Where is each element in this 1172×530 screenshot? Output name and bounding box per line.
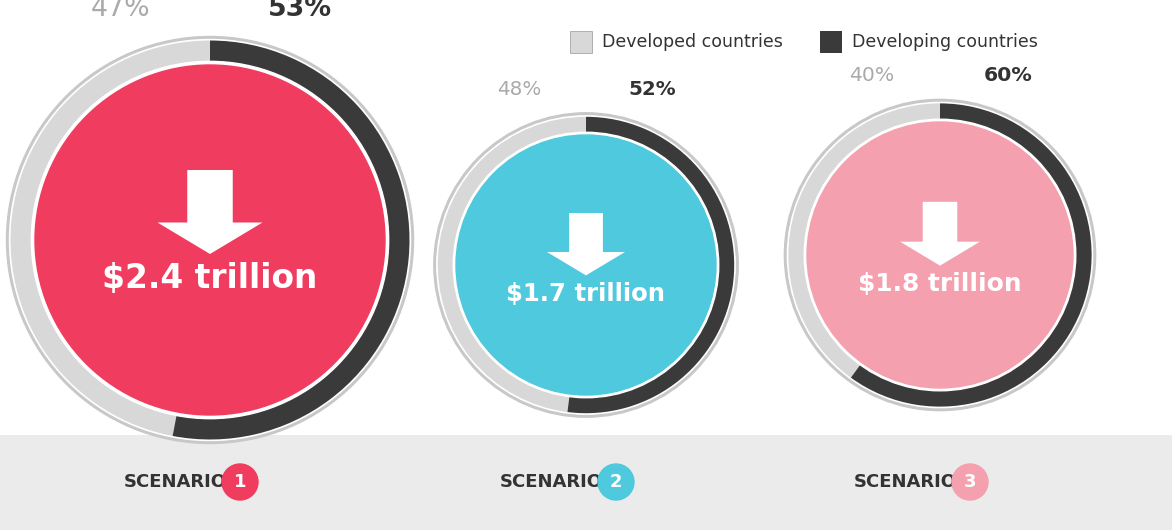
- Circle shape: [456, 135, 716, 395]
- Circle shape: [32, 61, 389, 419]
- Circle shape: [222, 464, 258, 500]
- Circle shape: [598, 464, 634, 500]
- Wedge shape: [789, 103, 940, 378]
- Circle shape: [454, 132, 718, 398]
- Circle shape: [7, 37, 414, 444]
- Circle shape: [952, 464, 988, 500]
- Circle shape: [35, 65, 384, 415]
- Bar: [570, 31, 592, 53]
- Circle shape: [788, 102, 1092, 408]
- Text: 60%: 60%: [983, 66, 1033, 85]
- Circle shape: [804, 119, 1076, 391]
- Text: Developed countries: Developed countries: [602, 33, 783, 51]
- Polygon shape: [157, 170, 263, 254]
- Circle shape: [9, 40, 410, 440]
- Polygon shape: [547, 213, 625, 276]
- Wedge shape: [11, 40, 210, 436]
- Text: 47%: 47%: [90, 0, 150, 22]
- Circle shape: [784, 100, 1096, 411]
- Text: 52%: 52%: [629, 80, 676, 99]
- Text: 53%: 53%: [267, 0, 332, 22]
- Text: 2: 2: [609, 473, 622, 491]
- Circle shape: [808, 122, 1074, 388]
- Wedge shape: [567, 117, 734, 413]
- Text: 1: 1: [233, 473, 246, 491]
- Polygon shape: [900, 202, 980, 266]
- Wedge shape: [438, 117, 586, 412]
- Text: 3: 3: [963, 473, 976, 491]
- Text: $2.4 trillion: $2.4 trillion: [102, 262, 318, 295]
- Bar: [0, 435, 1172, 530]
- Bar: [820, 31, 841, 53]
- Text: $1.8 trillion: $1.8 trillion: [858, 272, 1022, 296]
- Circle shape: [434, 113, 738, 417]
- Text: Developing countries: Developing countries: [852, 33, 1038, 51]
- Wedge shape: [851, 103, 1091, 407]
- Text: SCENARIO: SCENARIO: [123, 473, 226, 491]
- Wedge shape: [172, 40, 409, 439]
- Text: 40%: 40%: [850, 66, 894, 85]
- Text: $1.7 trillion: $1.7 trillion: [506, 281, 666, 306]
- Text: SCENARIO: SCENARIO: [499, 473, 602, 491]
- Circle shape: [437, 116, 735, 414]
- Text: SCENARIO: SCENARIO: [853, 473, 956, 491]
- Text: 48%: 48%: [497, 80, 541, 99]
